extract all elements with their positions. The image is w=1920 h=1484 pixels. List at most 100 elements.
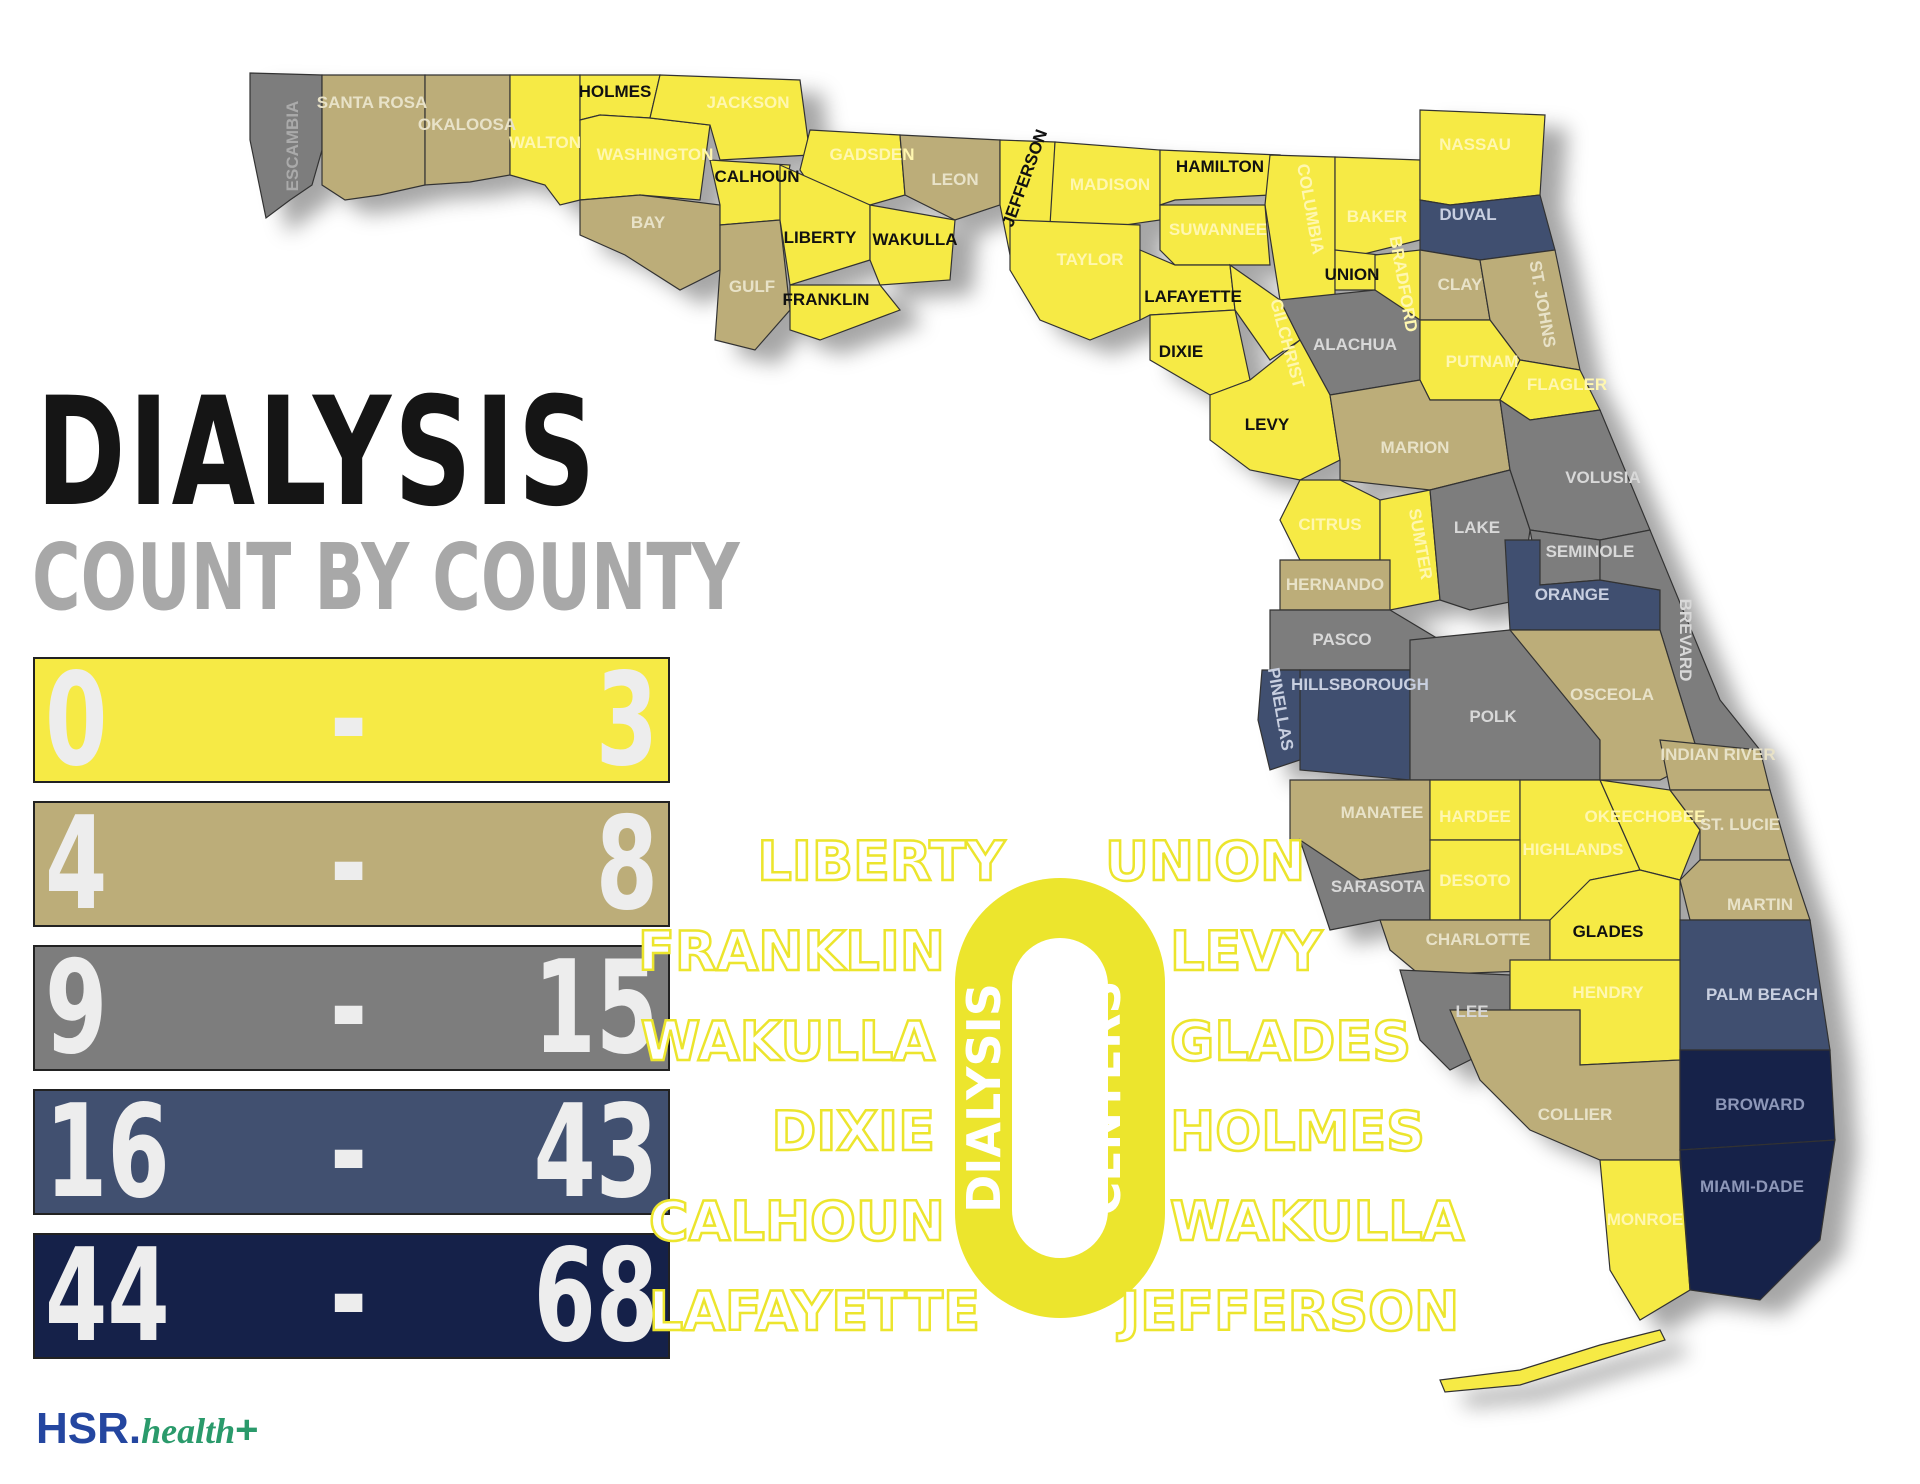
county-label: MANATEE xyxy=(1341,803,1424,822)
legend-dash: - xyxy=(330,646,368,795)
county-okaloosa[interactable] xyxy=(424,74,511,186)
legend-row-0-3: 0 - 3 xyxy=(33,651,670,791)
county-label: MIAMI-DADE xyxy=(1700,1177,1804,1196)
county-gilchrist[interactable] xyxy=(1229,263,1301,361)
county-hamilton[interactable] xyxy=(1159,149,1281,206)
county-label: INDIAN RIVER xyxy=(1660,745,1775,764)
county-label: HERNANDO xyxy=(1286,575,1384,594)
county-label: MADISON xyxy=(1070,175,1150,194)
county-baker[interactable] xyxy=(1334,156,1421,256)
legend-row-4-8: 4 - 8 xyxy=(33,795,670,935)
zero-number: 0 xyxy=(0,0,1,1)
county-label: BREVARD xyxy=(1676,599,1695,682)
county-label: WASHINGTON xyxy=(597,145,714,164)
zero-county: LEVY xyxy=(1170,920,1323,983)
county-label: LAFAYETTE xyxy=(1144,287,1242,306)
county-jackson[interactable] xyxy=(649,74,811,161)
legend-dash: - xyxy=(330,790,368,939)
county-label: OKALOOSA xyxy=(418,115,516,134)
county-label: CLAY xyxy=(1438,275,1483,294)
county-osceola[interactable] xyxy=(1508,629,1701,781)
zero-counties-right: UNION LEVY GLADES HOLMES WAKULLA JEFFERS… xyxy=(1104,829,1466,1345)
county-label: FLAGLER xyxy=(1527,375,1607,394)
county-bay[interactable] xyxy=(579,194,721,291)
county-franklin[interactable] xyxy=(789,284,901,341)
county-monroe[interactable] xyxy=(1599,1159,1691,1321)
county-label: MARION xyxy=(1381,438,1450,457)
county-label: BROWARD xyxy=(1715,1095,1805,1114)
county-label: VOLUSIA xyxy=(1565,468,1641,487)
county-label: HARDEE xyxy=(1439,807,1511,826)
legend-row-9-15: 9 - 15 xyxy=(33,939,670,1079)
county-martin[interactable] xyxy=(1679,859,1811,921)
county-label: SEMINOLE xyxy=(1546,542,1635,561)
county-liberty[interactable] xyxy=(779,164,871,286)
zero-county: WAKULLA xyxy=(1170,1190,1464,1253)
county-label: POLK xyxy=(1469,707,1517,726)
county-label: ALACHUA xyxy=(1313,335,1397,354)
legend-high: 8 xyxy=(595,790,658,939)
logo-brand: HSR xyxy=(36,1404,129,1453)
county-label: MONROE xyxy=(1607,1210,1684,1229)
county-wakulla[interactable] xyxy=(869,204,956,286)
legend-row-44-68: 44 - 68 xyxy=(33,1227,670,1367)
zero-county: HOLMES xyxy=(1170,1100,1425,1163)
county-leon[interactable] xyxy=(899,134,1001,221)
county-label: TAYLOR xyxy=(1056,250,1123,269)
legend-high: 43 xyxy=(533,1078,658,1227)
county-label: UNION xyxy=(1325,265,1380,284)
zero-left-label: DIALYSIS xyxy=(957,983,1011,1213)
county-label: NASSAU xyxy=(1439,135,1511,154)
zero-right-label: CENTERS xyxy=(1077,980,1131,1215)
legend-low: 44 xyxy=(45,1222,170,1371)
zero-counties-left: LIBERTY FRANKLIN WAKULLA DIXIE CALHOUN L… xyxy=(637,829,1007,1345)
county-label: CHARLOTTE xyxy=(1426,930,1531,949)
county-label: DUVAL xyxy=(1439,205,1496,224)
zero-county: JEFFERSON xyxy=(1116,1280,1459,1343)
logo-dot: . xyxy=(128,1404,142,1453)
county-label: PASCO xyxy=(1312,630,1371,649)
county-label: LEON xyxy=(931,170,978,189)
page-subtitle: COUNT BY COUNTY xyxy=(32,524,740,631)
zero-county: FRANKLIN xyxy=(638,920,945,983)
county-label: BAKER xyxy=(1347,207,1407,226)
county-label: WAKULLA xyxy=(873,230,958,249)
county-pinellas[interactable] xyxy=(1257,669,1301,771)
county-label: SARASOTA xyxy=(1331,877,1425,896)
zero-county: UNION xyxy=(1105,830,1305,893)
county-label: OSCEOLA xyxy=(1570,685,1654,704)
county-label: JACKSON xyxy=(706,93,789,112)
county-label: CITRUS xyxy=(1298,515,1361,534)
legend-dash: - xyxy=(330,1222,368,1371)
county-label: PALM BEACH xyxy=(1706,985,1818,1004)
county-label: DIXIE xyxy=(1159,342,1203,361)
county-sumter[interactable] xyxy=(1379,489,1441,611)
county-label: HIGHLANDS xyxy=(1522,840,1623,859)
legend-low: 16 xyxy=(45,1078,170,1227)
county-label: HOLMES xyxy=(579,82,652,101)
county-okeechobee[interactable] xyxy=(1599,779,1701,881)
zero-county: GLADES xyxy=(1170,1010,1411,1073)
logo-sub: health xyxy=(141,1411,236,1451)
county-label: SANTA ROSA xyxy=(317,93,428,112)
county-charlotte[interactable] xyxy=(1379,919,1551,976)
zero-county: LAFAYETTE xyxy=(649,1280,980,1343)
county-label: HAMILTON xyxy=(1176,157,1264,176)
county-label: HENDRY xyxy=(1572,983,1644,1002)
county-label: GULF xyxy=(729,277,775,296)
legend-low: 0 xyxy=(45,646,108,795)
county-nassau[interactable] xyxy=(1419,109,1546,206)
legend-high: 3 xyxy=(595,646,658,795)
county-taylor[interactable] xyxy=(1009,219,1141,341)
zero-county: WAKULLA xyxy=(641,1010,935,1073)
hsr-health-logo: HSR.health+ xyxy=(36,1404,259,1454)
county-label: ST. LUCIE xyxy=(1700,815,1780,834)
legend-low: 4 xyxy=(45,790,108,939)
county-miami-dade[interactable] xyxy=(1679,1139,1836,1301)
county-label: LEVY xyxy=(1245,415,1290,434)
legend-dash: - xyxy=(330,934,368,1083)
county-label: BAY xyxy=(631,213,666,232)
legend-high: 15 xyxy=(533,934,658,1083)
county-label: SUWANNEE xyxy=(1169,220,1267,239)
